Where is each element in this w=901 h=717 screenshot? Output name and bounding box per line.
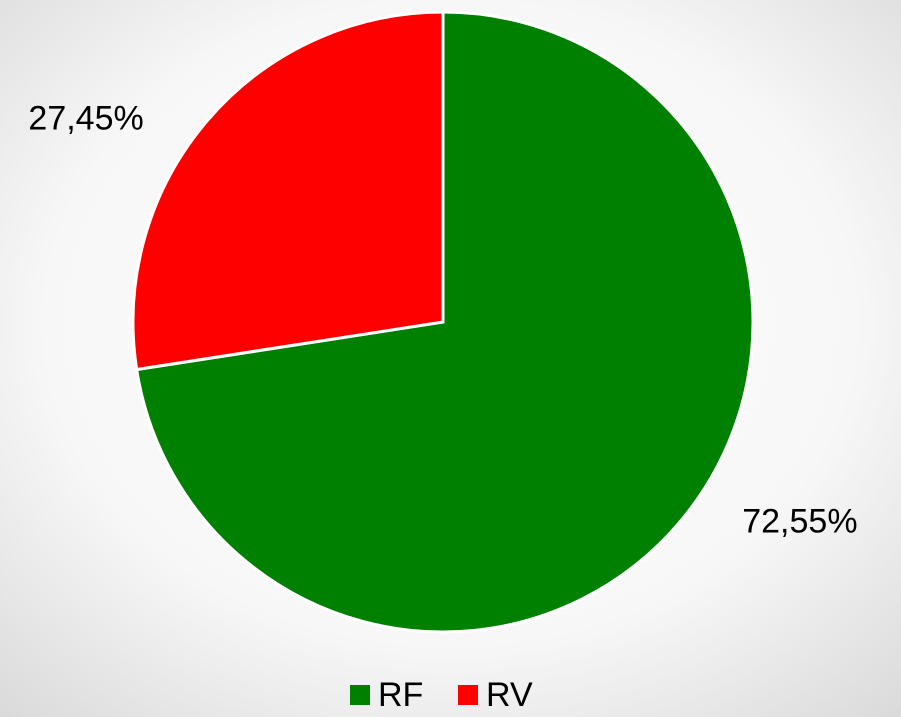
data-label: 27,45% [28, 99, 143, 137]
legend-label: RF [378, 676, 423, 714]
legend-swatch [458, 685, 478, 705]
pie-slice [134, 10, 755, 634]
data-label: 72,55% [742, 503, 857, 541]
legend-label: RV [486, 676, 533, 714]
pie-slice [131, 10, 445, 372]
legend-swatch [350, 685, 370, 705]
